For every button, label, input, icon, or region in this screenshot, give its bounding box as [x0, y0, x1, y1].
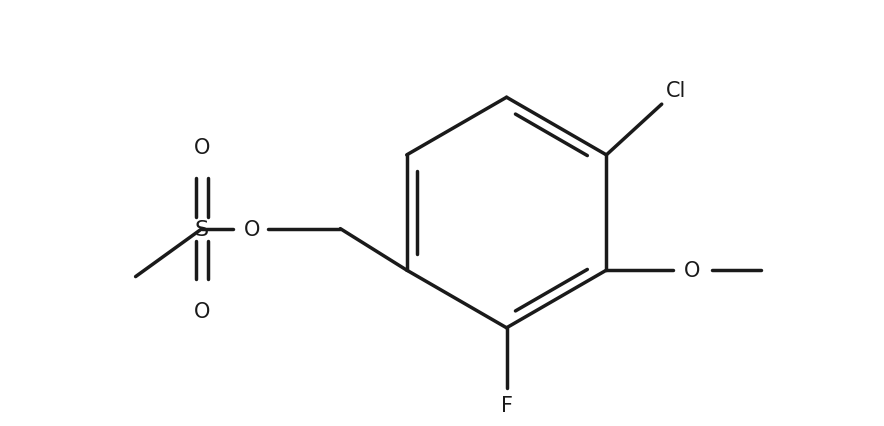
Text: S: S [195, 219, 209, 239]
Text: O: O [194, 301, 210, 321]
Text: O: O [684, 261, 700, 280]
Text: F: F [500, 395, 513, 415]
Text: O: O [194, 137, 210, 157]
Text: O: O [244, 219, 260, 239]
Text: Cl: Cl [666, 81, 686, 101]
